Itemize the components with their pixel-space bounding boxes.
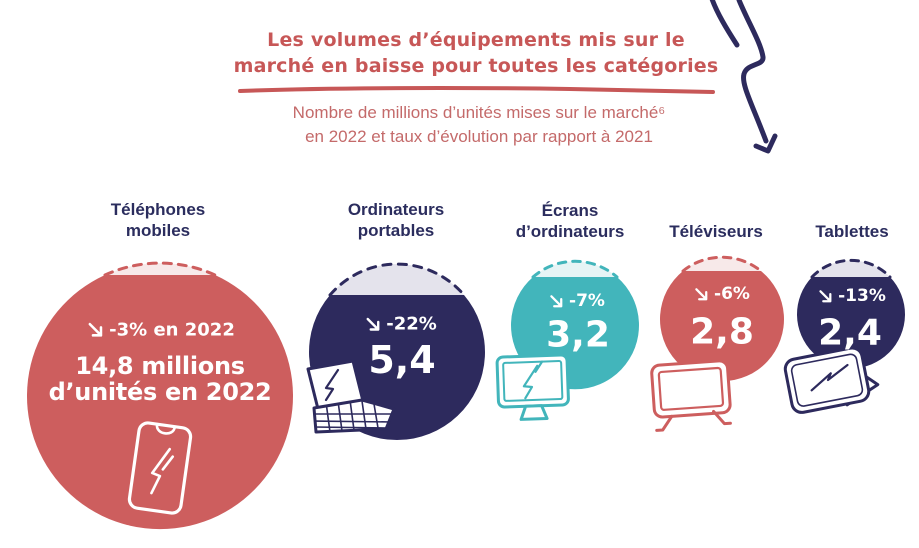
bubble-2021-dashed-arc (681, 255, 763, 273)
bubble-televiseurs (650, 255, 784, 432)
tablet-icon (783, 346, 880, 414)
laptop-icon (306, 359, 396, 434)
change-label: -6% (714, 284, 750, 304)
desktop-monitor-icon (495, 353, 570, 421)
bubble-2021-dashed-arc (810, 258, 892, 279)
bubble-ecrans-ordinateurs (495, 259, 639, 421)
bubble-2021-dashed-arc (328, 262, 466, 297)
change-label: -22% (386, 313, 437, 335)
decrease-arrow-icon (366, 317, 380, 331)
page-subtitle-line2: en 2022 et taux d’évolution par rapport … (305, 127, 653, 146)
page-title-line1: Les volumes d’équipements mis sur le (267, 29, 685, 51)
category-label-tablettes: Tablettes (815, 222, 889, 241)
page-subtitle-line1: Nombre de millions d’unités mises sur le… (292, 103, 666, 122)
change-badge-ecrans: -7% (549, 291, 605, 311)
value-tablettes: 2,4 (818, 312, 882, 354)
decrease-arrow-icon (550, 294, 563, 307)
bubble-ordinateurs-portables (306, 262, 486, 441)
value-line1: 14,8 millions (75, 352, 245, 380)
television-icon (650, 359, 732, 432)
change-label: -7% (569, 291, 605, 311)
bubble-2021-dashed-arc (531, 259, 619, 279)
change-badge-telephones: -3% en 2022 (87, 320, 235, 341)
change-label: -3% en 2022 (109, 319, 235, 341)
value-televiseurs: 2,8 (690, 311, 754, 353)
decrease-arrow-icon (695, 287, 708, 300)
page-title: Les volumes d’équipements mis sur le mar… (226, 27, 726, 79)
change-badge-tablettes: -13% (818, 286, 886, 306)
category-label-ordinateurs-portables: Ordinateurs portables (347, 200, 445, 240)
value-ordinateurs: 5,4 (368, 338, 436, 382)
title-underline (238, 86, 715, 94)
category-label-ecrans-ordinateurs: Écrans d’ordinateurs (515, 201, 625, 241)
decrease-arrow-icon (88, 322, 103, 337)
smartphone-icon (127, 421, 193, 515)
change-badge-televiseurs: -6% (694, 284, 750, 304)
bubble-2022-area (26, 275, 293, 530)
bubble-telephones-mobiles (26, 261, 293, 530)
bubble-ghost-segment (330, 264, 464, 295)
category-label-telephones-mobiles: Téléphones mobiles (110, 200, 206, 240)
decrease-arrow-icon (819, 289, 832, 302)
category-label-televiseurs: Téléviseurs (669, 222, 763, 241)
value-line2: d’unités en 2022 (48, 378, 272, 406)
page-title-line2: marché en baisse pour toutes les catégor… (233, 55, 719, 77)
change-label: -13% (838, 286, 886, 306)
change-badge-ordinateurs: -22% (365, 314, 437, 335)
down-arrow-graphic (709, 0, 778, 154)
bubble-ghost-segment (533, 261, 617, 277)
page-subtitle: Nombre de millions d’unités mises sur le… (240, 101, 718, 149)
bubble-2022-area (660, 271, 784, 382)
value-ecrans: 3,2 (546, 314, 610, 356)
value-telephones: 14,8 millions d’unités en 2022 (49, 353, 272, 405)
